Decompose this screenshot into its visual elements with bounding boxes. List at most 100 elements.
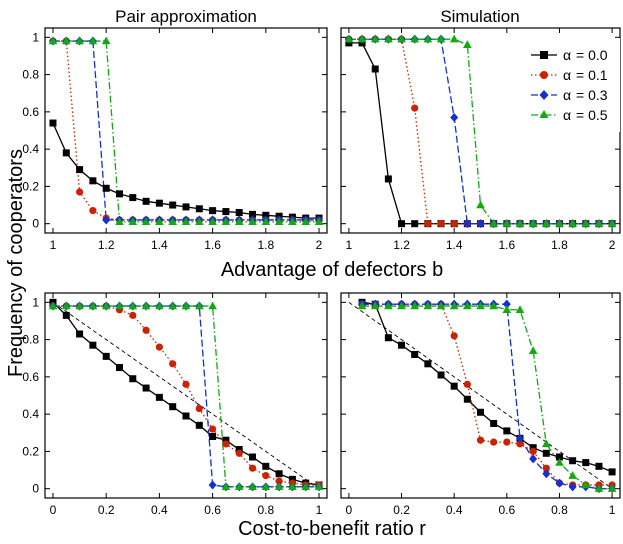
data-point-series-3 — [357, 301, 367, 310]
data-point-series-3 — [128, 217, 138, 226]
data-point-series-3 — [88, 301, 98, 310]
y-tick-label: 1 — [32, 30, 39, 44]
data-point-series-1 — [129, 311, 137, 319]
data-point-series-0 — [384, 175, 392, 183]
data-point-series-1 — [89, 207, 97, 215]
legend-marker — [539, 90, 549, 100]
data-point-series-3 — [594, 219, 604, 227]
data-point-series-3 — [370, 301, 380, 310]
data-point-series-1 — [529, 447, 537, 456]
data-point-series-3 — [274, 217, 284, 226]
legend-alpha-symbol: α — [563, 47, 571, 63]
data-point-series-1 — [450, 220, 458, 228]
data-point-series-0 — [195, 421, 203, 429]
legend-label: = 0.1 — [576, 67, 608, 83]
data-point-series-3 — [555, 219, 564, 227]
data-point-series-2 — [476, 219, 485, 229]
data-point-series-3 — [489, 219, 498, 227]
data-point-series-3 — [568, 219, 577, 227]
data-point-series-2 — [208, 480, 217, 490]
data-point-series-0 — [275, 470, 283, 478]
data-point-series-0 — [555, 453, 563, 461]
data-point-series-3 — [370, 34, 380, 43]
series-line-0 — [52, 301, 320, 486]
data-point-series-2 — [542, 469, 551, 479]
data-point-series-0 — [411, 220, 419, 228]
data-point-series-3 — [208, 301, 217, 310]
data-point-series-0 — [249, 210, 257, 218]
data-point-series-3 — [436, 301, 446, 310]
x-tick-label: 1 — [346, 238, 353, 252]
x-tick-label: 0.8 — [257, 503, 274, 517]
data-point-series-0 — [169, 201, 177, 209]
y-tick-label: 0.8 — [22, 333, 39, 347]
data-point-series-1 — [262, 472, 270, 480]
data-point-series-1 — [476, 436, 485, 444]
reference-line — [52, 301, 320, 490]
data-point-series-0 — [424, 360, 432, 368]
data-point-series-2 — [568, 482, 577, 492]
data-point-series-3 — [449, 301, 459, 310]
data-point-series-0 — [62, 311, 70, 319]
data-point-series-1 — [463, 380, 471, 388]
data-point-series-0 — [129, 194, 137, 202]
x-tick-label: 1.4 — [446, 238, 463, 252]
data-point-series-0 — [411, 351, 419, 358]
data-point-series-3 — [115, 301, 124, 310]
x-tick-label: 1.6 — [498, 238, 515, 252]
column-title-simulation: Simulation — [440, 7, 519, 26]
data-point-series-0 — [155, 393, 163, 401]
data-point-series-2 — [515, 433, 524, 443]
data-point-series-3 — [410, 34, 419, 43]
data-point-series-0 — [62, 149, 70, 157]
x-tick-label: 1 — [609, 503, 616, 517]
data-point-series-1 — [275, 477, 283, 485]
x-tick-label: 1 — [316, 503, 323, 517]
y-tick-label: 0.2 — [22, 179, 39, 193]
data-point-series-3 — [423, 34, 433, 43]
legend-alpha-symbol: α — [563, 87, 571, 103]
x-tick-label: 1 — [50, 238, 57, 252]
y-tick-label: 0.8 — [22, 68, 39, 82]
data-point-series-1 — [450, 332, 458, 340]
data-point-series-1 — [209, 425, 217, 433]
x-tick-label: 2 — [609, 238, 616, 252]
data-point-series-3 — [61, 36, 71, 45]
x-tick-label: 0.4 — [151, 503, 168, 517]
data-point-series-0 — [235, 209, 243, 216]
data-point-series-1 — [516, 440, 524, 448]
data-point-series-0 — [129, 375, 137, 383]
data-point-series-3 — [449, 34, 459, 43]
data-point-series-0 — [115, 190, 123, 198]
x-tick-label: 1.8 — [551, 238, 568, 252]
data-point-series-0 — [608, 468, 616, 476]
data-point-series-3 — [555, 458, 564, 466]
data-point-series-0 — [89, 341, 97, 349]
data-point-series-2 — [555, 478, 564, 488]
data-point-series-0 — [155, 199, 163, 207]
x-tick-label: 1.2 — [98, 238, 115, 252]
panel-bottom-right: 0 0.2 0.4 0.6 0.8 1 — [340, 292, 621, 517]
data-point-series-2 — [463, 219, 472, 229]
data-point-series-3 — [528, 346, 538, 354]
data-point-series-1 — [195, 404, 203, 413]
data-point-series-0 — [89, 177, 97, 185]
legend-marker — [539, 110, 549, 118]
data-point-series-2 — [529, 454, 538, 464]
data-point-series-0 — [182, 203, 190, 211]
data-point-series-3 — [594, 484, 604, 492]
data-point-series-0 — [262, 211, 270, 219]
legend-entry-alpha-0.5: α = 0.5 — [531, 107, 608, 123]
data-point-series-3 — [502, 219, 512, 227]
data-point-series-1 — [411, 104, 419, 112]
data-point-series-3 — [128, 301, 138, 310]
legend-label: = 0.0 — [576, 47, 608, 63]
data-point-series-0 — [490, 419, 498, 427]
data-point-series-0 — [209, 207, 217, 215]
data-point-series-3 — [301, 217, 311, 226]
data-point-series-3 — [168, 301, 177, 310]
data-point-series-3 — [542, 219, 551, 227]
data-point-series-3 — [397, 301, 406, 310]
data-point-series-0 — [102, 184, 110, 192]
data-point-series-3 — [489, 301, 498, 310]
